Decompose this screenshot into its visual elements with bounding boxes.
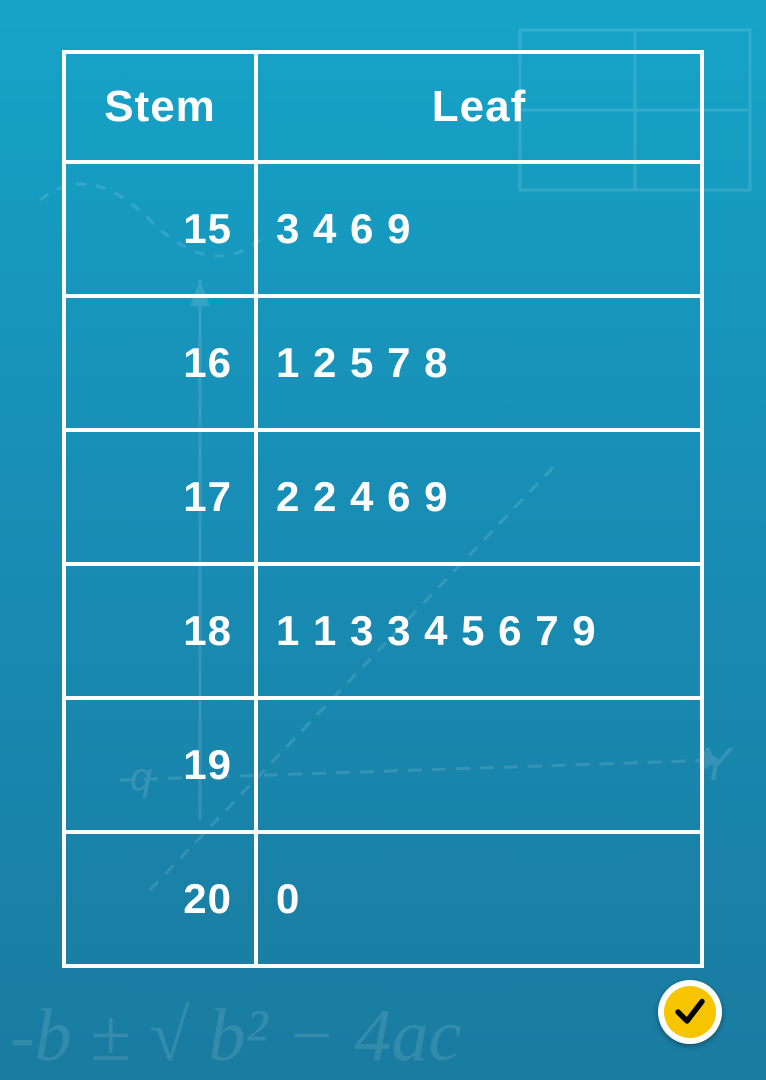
stem-cell: 17 [64, 430, 256, 564]
leaf-header: Leaf [256, 52, 702, 162]
svg-text:Y: Y [700, 738, 734, 790]
svg-text:-b ± √ b² − 4ac: -b ± √ b² − 4ac [10, 995, 461, 1077]
leaf-cell: 2 2 4 6 9 [256, 430, 702, 564]
stem-header: Stem [64, 52, 256, 162]
stem-cell: 16 [64, 296, 256, 430]
check-icon [672, 994, 708, 1030]
table-row: 153 4 6 9 [64, 162, 702, 296]
table-header-row: Stem Leaf [64, 52, 702, 162]
stem-cell: 19 [64, 698, 256, 832]
table-row: 161 2 5 7 8 [64, 296, 702, 430]
stem-leaf-table-container: Stem Leaf 153 4 6 9161 2 5 7 8172 2 4 6 … [62, 50, 704, 968]
check-badge-inner [664, 986, 716, 1038]
table-row: 172 2 4 6 9 [64, 430, 702, 564]
stem-leaf-table: Stem Leaf 153 4 6 9161 2 5 7 8172 2 4 6 … [62, 50, 704, 968]
leaf-cell [256, 698, 702, 832]
table-row: 200 [64, 832, 702, 966]
leaf-cell: 1 2 5 7 8 [256, 296, 702, 430]
stem-cell: 18 [64, 564, 256, 698]
stem-cell: 20 [64, 832, 256, 966]
leaf-cell: 1 1 3 3 4 5 6 7 9 [256, 564, 702, 698]
leaf-cell: 3 4 6 9 [256, 162, 702, 296]
leaf-cell: 0 [256, 832, 702, 966]
table-row: 181 1 3 3 4 5 6 7 9 [64, 564, 702, 698]
stem-cell: 15 [64, 162, 256, 296]
table-row: 19 [64, 698, 702, 832]
check-badge[interactable] [658, 980, 722, 1044]
